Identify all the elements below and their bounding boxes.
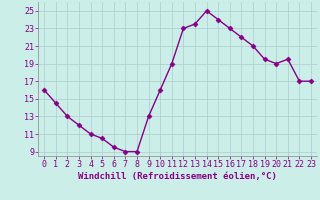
- X-axis label: Windchill (Refroidissement éolien,°C): Windchill (Refroidissement éolien,°C): [78, 172, 277, 181]
